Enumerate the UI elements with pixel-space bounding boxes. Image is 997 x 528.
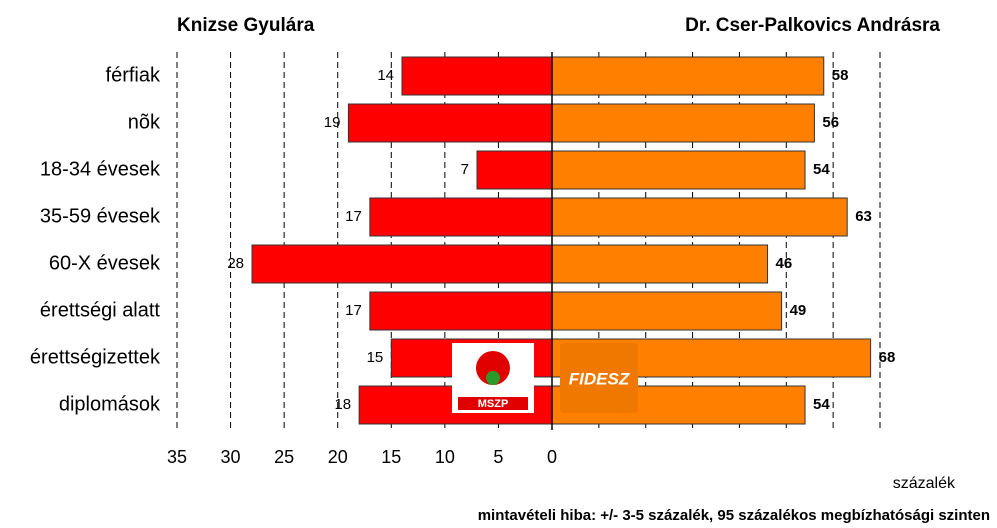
category-label: diplomások [59,393,161,415]
bar [401,56,553,96]
x-tick-label: 10 [435,447,455,467]
footnote: mintavételi hiba: +/- 3-5 százalék, 95 s… [478,507,990,524]
x-tick-label: 20 [328,447,348,467]
value-label: 17 [345,208,362,225]
x-tick-label: 15 [381,447,401,467]
category-label: érettségi alatt [40,299,161,321]
value-label: 7 [461,161,469,178]
category-label: 18-34 évesek [40,158,161,180]
bar [347,103,553,143]
bar [551,56,825,96]
svg-text:FIDESZ: FIDESZ [569,369,630,388]
category-label: érettségizettek [30,346,161,368]
value-label: 19 [324,114,341,131]
fidesz-logo: FIDESZ [560,343,638,413]
x-tick-label: 25 [274,447,294,467]
value-label: 68 [879,349,896,366]
category-label: 60-X évesek [49,252,161,274]
bar [551,150,806,190]
x-tick-label: 5 [493,447,503,467]
bar [369,197,553,237]
value-label: 18 [334,396,351,413]
value-label: 28 [227,255,244,272]
value-label: 58 [832,67,849,84]
bar [476,150,553,190]
bar [551,244,769,284]
bar [251,244,553,284]
x-tick-label: 30 [221,447,241,467]
x-tick-label: 0 [547,447,557,467]
value-label: 46 [776,255,793,272]
category-label: férfiak [106,64,161,86]
value-label: 15 [367,349,384,366]
right-series-name: Dr. Cser-Palkovics Andrásra [685,15,940,36]
value-label: 54 [813,161,830,178]
bar [369,291,553,331]
value-label: 14 [377,67,394,84]
svg-text:MSZP: MSZP [478,398,509,410]
x-tick-label: 35 [167,447,187,467]
value-label: 54 [813,396,830,413]
bar [551,197,848,237]
value-label: 63 [855,208,872,225]
category-label: 35-59 évesek [40,205,161,227]
category-label: nõk [128,111,161,133]
axis-unit: százalék [893,475,956,492]
left-series-name: Knizse Gyulára [177,15,315,36]
mszp-logo: MSZP [452,343,534,413]
value-label: 49 [790,302,807,319]
value-label: 17 [345,302,362,319]
bar [551,103,815,143]
bar [551,291,783,331]
value-label: 56 [822,114,839,131]
